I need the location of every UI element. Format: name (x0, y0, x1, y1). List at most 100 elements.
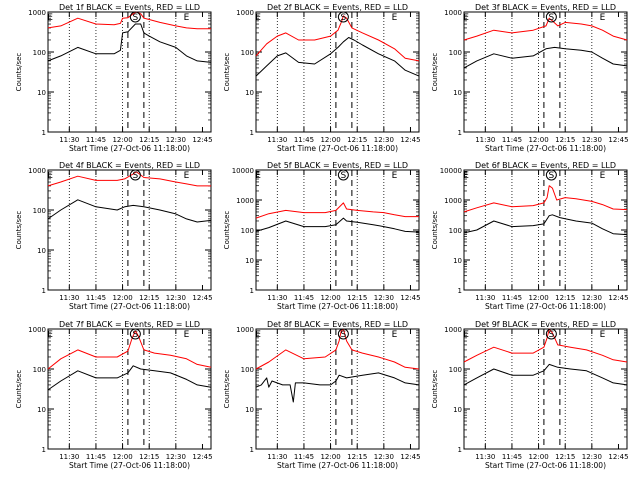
y-tick-label: 1 (250, 287, 254, 295)
start-marker-circle (129, 11, 141, 23)
y-tick-label: 10000 (232, 167, 254, 175)
y-tick-label: 100 (33, 366, 46, 374)
y-tick-label: 10000 (440, 167, 462, 175)
interval-marker-label: E (600, 330, 606, 340)
y-tick-label: 10 (453, 257, 462, 265)
y-tick-label: 1000 (236, 9, 254, 17)
chart-title: Det 9f BLACK = Events, RED = LLD (475, 320, 616, 329)
chart-panel-6: Det 6f BLACK = Events, RED = LLD 1 10 100 10… (431, 161, 629, 311)
interval-marker-label: S (341, 13, 347, 23)
x-tick-label: 12:45 (400, 136, 420, 144)
x-axis-label: Start Time (27-Oct-06 11:18:00) (69, 302, 190, 311)
series-line-lld (255, 202, 419, 219)
y-tick-label: 1 (42, 446, 46, 454)
interval-marker-label: S (341, 330, 347, 340)
x-tick-label: 12:45 (192, 294, 212, 302)
x-axis-label: Start Time (27-Oct-06 11:18:00) (69, 461, 190, 470)
x-axis-label: Start Time (27-Oct-06 11:18:00) (485, 144, 606, 153)
y-axis-label: Counts/sec (223, 370, 231, 409)
x-axis-label: Start Time (27-Oct-06 11:18:00) (485, 302, 606, 311)
plot-frame (463, 328, 628, 450)
x-tick-label: 12:15 (347, 453, 367, 461)
series-line-events (255, 37, 420, 77)
interval-marker-label: E (255, 13, 261, 23)
x-axis-label: Start Time (27-Oct-06 11:18:00) (485, 461, 606, 470)
interval-marker-label: E (463, 171, 469, 181)
x-tick-label: 12:45 (608, 294, 628, 302)
x-tick-label: 11:45 (86, 136, 106, 144)
start-marker-circle (545, 328, 557, 340)
x-tick-label: 12:30 (166, 294, 186, 302)
x-tick-label: 12:30 (582, 136, 602, 144)
chart-title: Det 4f BLACK = Events, RED = LLD (59, 161, 200, 170)
y-tick-label: 10 (37, 89, 46, 97)
y-axis-label: Counts/sec (223, 53, 231, 92)
y-tick-label: 1 (42, 287, 46, 295)
y-tick-label: 100 (449, 366, 462, 374)
x-tick-label: 11:45 (86, 453, 106, 461)
start-marker-circle (129, 169, 141, 181)
y-tick-label: 100 (33, 207, 46, 215)
y-axis-label: Counts/sec (15, 370, 23, 409)
plot-frame (255, 328, 420, 450)
y-tick-label: 100 (241, 227, 254, 235)
plot-frame (47, 169, 212, 291)
y-tick-label: 10 (245, 406, 254, 414)
y-tick-label: 1000 (236, 197, 254, 205)
chart-title: Det 7f BLACK = Events, RED = LLD (59, 320, 200, 329)
y-tick-label: 1000 (28, 9, 46, 17)
series-line-events (463, 214, 628, 236)
chart-panel-2: Det 2f BLACK = Events, RED = LLD 1 10 100 10… (223, 3, 421, 153)
series-line-lld (255, 15, 420, 62)
y-tick-label: 1000 (444, 197, 462, 205)
y-tick-label: 1 (250, 129, 254, 137)
series-line-lld (47, 11, 211, 30)
chart-title: Det 5f BLACK = Events, RED = LLD (267, 161, 408, 170)
interval-marker-label: S (549, 330, 555, 340)
series-line-events (463, 363, 628, 386)
plot-frame (255, 169, 420, 291)
x-tick-label: 11:45 (86, 294, 106, 302)
interval-marker-label: E (463, 13, 469, 23)
x-tick-label: 12:15 (555, 294, 575, 302)
x-tick-label: 11:45 (502, 294, 522, 302)
chart-panel-5: Det 5f BLACK = Events, RED = LLD 1 10 100 10… (223, 161, 421, 311)
interval-marker-label: S (549, 171, 555, 181)
plot-frame (255, 11, 420, 133)
interval-marker-label: E (255, 171, 261, 181)
x-tick-label: 12:00 (320, 136, 340, 144)
series-line-lld (47, 330, 212, 370)
x-tick-label: 11:30 (267, 136, 287, 144)
x-tick-label: 12:00 (320, 294, 340, 302)
x-tick-label: 11:30 (59, 136, 79, 144)
chart-panel-3: Det 3f BLACK = Events, RED = LLD 1 10 100 10… (431, 3, 629, 153)
start-marker-circle (337, 11, 349, 23)
interval-marker-label: S (549, 13, 555, 23)
x-tick-label: 12:45 (400, 294, 420, 302)
chart-panel-4: Det 4f BLACK = Events, RED = LLD 1 10 100 10… (15, 161, 213, 311)
interval-marker-label: E (47, 13, 53, 23)
series-line-events (255, 217, 420, 233)
interval-marker-label: E (600, 171, 606, 181)
y-axis-label: Counts/sec (431, 211, 439, 250)
y-axis-label: Counts/sec (15, 211, 23, 250)
x-tick-label: 12:15 (347, 294, 367, 302)
y-tick-label: 100 (449, 49, 462, 57)
y-tick-label: 100 (33, 49, 46, 57)
y-tick-label: 100 (241, 49, 254, 57)
series-line-events (47, 199, 212, 223)
start-marker-circle (337, 328, 349, 340)
x-tick-label: 12:15 (555, 136, 575, 144)
y-axis-label: Counts/sec (431, 53, 439, 92)
y-tick-label: 10 (453, 406, 462, 414)
x-tick-label: 12:45 (608, 453, 628, 461)
interval-marker-label: E (392, 171, 398, 181)
x-tick-label: 12:45 (608, 136, 628, 144)
x-tick-label: 11:30 (59, 294, 79, 302)
x-tick-label: 12:15 (347, 136, 367, 144)
x-tick-label: 12:45 (192, 453, 212, 461)
x-tick-label: 12:00 (112, 453, 132, 461)
y-tick-label: 10 (37, 247, 46, 255)
x-tick-label: 12:30 (374, 453, 394, 461)
x-tick-label: 11:45 (502, 453, 522, 461)
